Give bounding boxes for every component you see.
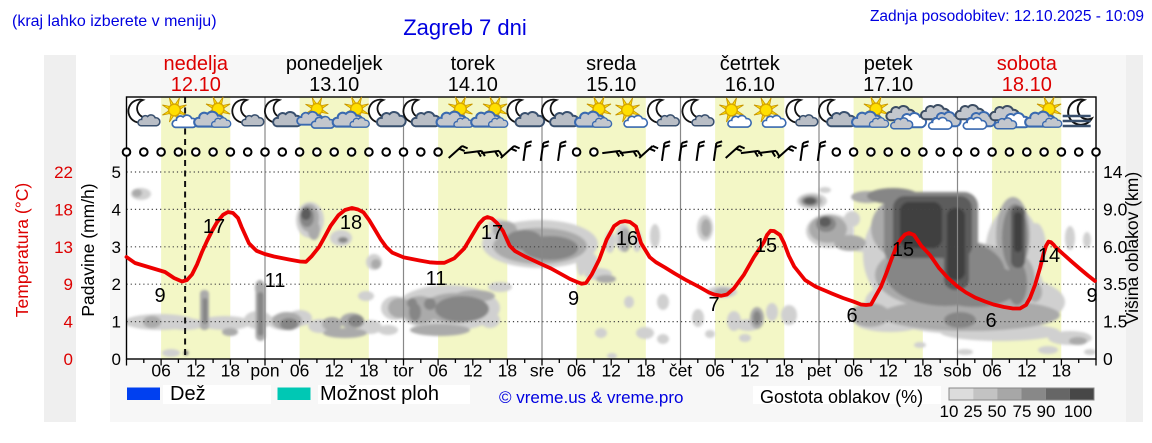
svg-text:16: 16 (616, 228, 638, 250)
svg-text:18: 18 (636, 361, 655, 381)
svg-text:06: 06 (567, 361, 586, 381)
svg-text:6: 6 (985, 310, 996, 332)
svg-text:četrtek: četrtek (720, 53, 781, 75)
svg-text:nedelja: nedelja (164, 53, 229, 75)
svg-text:12: 12 (186, 361, 205, 381)
svg-text:22: 22 (54, 163, 73, 182)
svg-text:sobota: sobota (997, 53, 1058, 75)
svg-text:Zagreb 7 dni: Zagreb 7 dni (403, 15, 527, 40)
svg-text:16.10: 16.10 (725, 74, 775, 96)
svg-text:ponedeljek: ponedeljek (286, 53, 384, 75)
svg-text:6: 6 (846, 305, 857, 327)
svg-text:06: 06 (151, 361, 170, 381)
svg-text:pet: pet (807, 361, 831, 381)
svg-text:tor: tor (393, 361, 414, 381)
svg-text:0: 0 (64, 350, 73, 369)
svg-text:1.5: 1.5 (1103, 312, 1127, 332)
svg-text:12: 12 (1017, 361, 1036, 381)
svg-text:14: 14 (1103, 162, 1123, 182)
svg-text:100: 100 (1064, 402, 1092, 421)
svg-text:06: 06 (982, 361, 1001, 381)
svg-text:13: 13 (54, 238, 73, 257)
svg-text:18: 18 (359, 361, 378, 381)
svg-text:2: 2 (112, 275, 121, 294)
svg-text:14.10: 14.10 (448, 74, 498, 96)
svg-text:Dež: Dež (170, 383, 206, 405)
svg-text:6.0: 6.0 (1103, 237, 1128, 257)
svg-text:18: 18 (221, 361, 240, 381)
svg-text:75: 75 (1013, 402, 1032, 421)
svg-text:11: 11 (426, 268, 447, 290)
svg-text:4: 4 (112, 200, 121, 219)
svg-text:12.10: 12.10 (171, 74, 221, 96)
svg-text:7: 7 (708, 294, 719, 316)
svg-text:9: 9 (64, 275, 73, 294)
svg-text:18: 18 (775, 361, 794, 381)
svg-text:90: 90 (1037, 402, 1056, 421)
svg-text:3.5: 3.5 (1103, 274, 1127, 294)
svg-text:15: 15 (755, 235, 777, 257)
svg-text:06: 06 (290, 361, 309, 381)
svg-text:17.10: 17.10 (863, 74, 913, 96)
svg-text:0: 0 (112, 350, 121, 369)
svg-text:13.10: 13.10 (309, 74, 359, 96)
svg-text:18: 18 (340, 212, 362, 234)
svg-text:9: 9 (1086, 285, 1097, 307)
svg-text:9.0: 9.0 (1103, 199, 1128, 219)
svg-text:25: 25 (964, 402, 983, 421)
svg-text:sob: sob (943, 361, 971, 381)
svg-text:5: 5 (112, 163, 121, 182)
svg-text:10: 10 (940, 402, 959, 421)
svg-text:06: 06 (844, 361, 863, 381)
svg-text:petek: petek (864, 53, 914, 75)
svg-text:Višina oblakov (km): Višina oblakov (km) (1122, 172, 1142, 324)
svg-text:17: 17 (203, 216, 225, 238)
svg-text:torek: torek (451, 53, 496, 75)
svg-text:11: 11 (265, 270, 286, 292)
svg-text:sreda: sreda (586, 53, 637, 75)
svg-text:Možnost ploh: Možnost ploh (320, 383, 439, 405)
svg-text:4: 4 (64, 313, 73, 332)
svg-text:14: 14 (1038, 245, 1060, 267)
svg-text:Padavine (mm/h): Padavine (mm/h) (78, 183, 98, 316)
svg-text:Zadnja posodobitev: 12.10.2025: Zadnja posodobitev: 12.10.2025 - 10:09 (870, 8, 1144, 25)
svg-text:18: 18 (1052, 361, 1071, 381)
svg-text:9: 9 (568, 288, 579, 310)
svg-text:(kraj lahko izberete v meniju): (kraj lahko izberete v meniju) (12, 13, 217, 30)
svg-text:12: 12 (878, 361, 897, 381)
svg-text:0: 0 (1103, 349, 1113, 369)
svg-text:Gostota oblakov (%): Gostota oblakov (%) (760, 387, 923, 407)
svg-text:čet: čet (669, 361, 692, 381)
svg-text:06: 06 (428, 361, 447, 381)
svg-text:18: 18 (913, 361, 932, 381)
svg-text:17: 17 (481, 222, 503, 244)
svg-text:18: 18 (54, 200, 73, 219)
svg-text:3: 3 (112, 238, 121, 257)
svg-text:sre: sre (530, 361, 554, 381)
svg-text:06: 06 (705, 361, 724, 381)
svg-text:15.10: 15.10 (586, 74, 636, 96)
svg-text:1: 1 (112, 313, 121, 332)
svg-text:15: 15 (892, 239, 914, 261)
svg-text:pon: pon (250, 361, 279, 381)
svg-text:50: 50 (988, 402, 1007, 421)
svg-text:© vreme.us & vreme.pro: © vreme.us & vreme.pro (499, 388, 683, 407)
svg-text:12: 12 (324, 361, 343, 381)
svg-text:18: 18 (498, 361, 517, 381)
svg-text:12: 12 (740, 361, 759, 381)
svg-text:18.10: 18.10 (1002, 74, 1052, 96)
svg-text:9: 9 (154, 285, 165, 307)
svg-text:12: 12 (601, 361, 620, 381)
svg-text:Temperatura (°C): Temperatura (°C) (12, 183, 32, 317)
svg-text:12: 12 (463, 361, 482, 381)
